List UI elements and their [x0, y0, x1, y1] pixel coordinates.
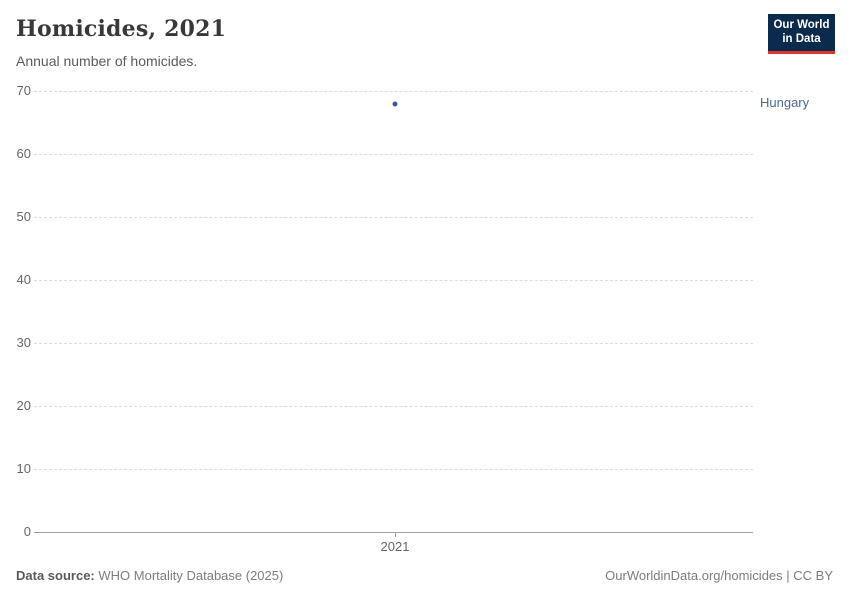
- y-axis-tick-label: 0: [23, 523, 31, 539]
- y-axis-tick-label: 30: [16, 334, 31, 350]
- y-axis-tick-label: 40: [16, 271, 31, 287]
- chart-title: Homicides, 2021: [16, 16, 227, 42]
- data-point-hungary[interactable]: [392, 101, 398, 107]
- gridline: [34, 468, 753, 470]
- gridline: [34, 279, 753, 281]
- owid-logo-line2: in Data: [782, 32, 821, 45]
- x-axis-tick-label: 2021: [380, 538, 410, 554]
- owid-logo[interactable]: Our World in Data: [768, 14, 835, 54]
- gridline: [34, 216, 753, 218]
- data-source-label: Data source:: [16, 568, 95, 583]
- x-axis-line: [34, 531, 753, 533]
- data-source-text[interactable]: Data source: WHO Mortality Database (202…: [16, 568, 283, 583]
- gridline: [34, 342, 753, 344]
- chart-subtitle: Annual number of homicides.: [16, 53, 198, 69]
- gridline: [34, 91, 753, 92]
- y-axis-tick-label: 20: [16, 397, 31, 413]
- y-axis-tick-label: 70: [16, 83, 31, 98]
- y-axis-tick-label: 50: [16, 208, 31, 224]
- chart-footer: Data source: WHO Mortality Database (202…: [16, 568, 833, 583]
- license-text[interactable]: OurWorldinData.org/homicides | CC BY: [605, 568, 833, 583]
- data-source-value: WHO Mortality Database (2025): [98, 568, 284, 583]
- x-axis-tick-mark: [395, 532, 396, 537]
- entity-label-hungary[interactable]: Hungary: [760, 94, 810, 110]
- owid-logo-line1: Our World: [773, 19, 830, 31]
- y-axis-tick-label: 10: [16, 460, 31, 476]
- gridline: [34, 405, 753, 407]
- y-axis-tick-label: 60: [16, 145, 31, 161]
- gridline: [34, 153, 753, 155]
